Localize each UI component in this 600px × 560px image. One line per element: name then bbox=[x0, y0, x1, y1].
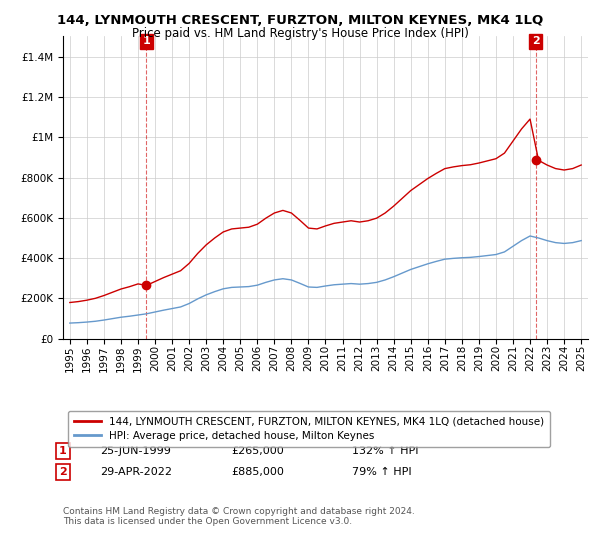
Text: Contains HM Land Registry data © Crown copyright and database right 2024.
This d: Contains HM Land Registry data © Crown c… bbox=[63, 507, 415, 526]
Text: 2: 2 bbox=[59, 467, 67, 477]
Text: Price paid vs. HM Land Registry's House Price Index (HPI): Price paid vs. HM Land Registry's House … bbox=[131, 27, 469, 40]
Text: 25-JUN-1999: 25-JUN-1999 bbox=[100, 446, 170, 456]
Text: 132% ↑ HPI: 132% ↑ HPI bbox=[352, 446, 418, 456]
Legend: 144, LYNMOUTH CRESCENT, FURZTON, MILTON KEYNES, MK4 1LQ (detached house), HPI: A: 144, LYNMOUTH CRESCENT, FURZTON, MILTON … bbox=[68, 410, 550, 447]
Text: 1: 1 bbox=[142, 36, 150, 46]
Text: 79% ↑ HPI: 79% ↑ HPI bbox=[352, 467, 412, 477]
Text: 144, LYNMOUTH CRESCENT, FURZTON, MILTON KEYNES, MK4 1LQ: 144, LYNMOUTH CRESCENT, FURZTON, MILTON … bbox=[57, 14, 543, 27]
Text: £265,000: £265,000 bbox=[231, 446, 284, 456]
Text: £885,000: £885,000 bbox=[231, 467, 284, 477]
Text: 2: 2 bbox=[532, 36, 539, 46]
Text: 1: 1 bbox=[59, 446, 67, 456]
Text: 29-APR-2022: 29-APR-2022 bbox=[100, 467, 172, 477]
